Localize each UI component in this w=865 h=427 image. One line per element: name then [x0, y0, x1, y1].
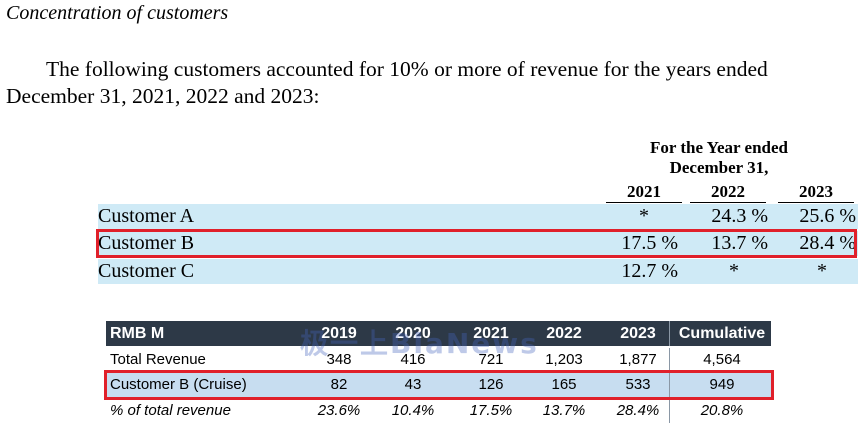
cell: 348: [326, 351, 352, 368]
cell: 82: [330, 376, 348, 393]
customer-b-highlight-box: [96, 229, 857, 258]
cell: 17.5%: [469, 402, 513, 419]
cell: 24.3 %: [711, 205, 768, 227]
header-cell: 2020: [395, 325, 431, 342]
customer-c-row: Customer C 12.7 % * *: [98, 259, 858, 284]
header-cell: 2021: [473, 325, 509, 342]
customer-b-cruise-highlight-box: [104, 370, 774, 400]
cell: 43: [404, 376, 422, 393]
row-label: Customer B: [98, 232, 195, 254]
year-2021-header: 2021: [606, 182, 682, 203]
customer-b-cruise-row: Customer B (Cruise) 82 43 126 165 533 94…: [106, 373, 771, 397]
cell: 13.7 %: [711, 232, 768, 254]
cell: 13.7%: [542, 402, 586, 419]
year-ended-line1: For the Year ended: [649, 138, 789, 157]
cell: 28.4 %: [799, 232, 856, 254]
column-divider: [669, 321, 670, 346]
cell: Customer B (Cruise): [110, 376, 247, 393]
total-revenue-row: Total Revenue 348 416 721 1,203 1,877 4,…: [106, 348, 771, 372]
row-label: Customer A: [98, 205, 195, 227]
header-cell: Cumulative: [678, 325, 766, 342]
cell: *: [639, 205, 649, 227]
year-ended-line2: December 31,: [669, 158, 769, 177]
cell: Total Revenue: [110, 351, 206, 368]
section-heading: Concentration of customers: [6, 2, 229, 24]
cell: 20.8%: [700, 402, 744, 419]
cell: 10.4%: [391, 402, 435, 419]
revenue-table-header: RMB M 2019 2020 2021 2022 2023 Cumulativ…: [106, 321, 771, 346]
cell: 126: [478, 376, 504, 393]
row-label: Customer C: [98, 260, 195, 282]
watermark: 极一上BlaNews: [300, 327, 539, 360]
cell: 949: [709, 376, 735, 393]
cell: *: [729, 260, 739, 282]
customer-a-row: Customer A * 24.3 % 25.6 %: [98, 204, 858, 229]
intro-paragraph: The following customers accounted for 10…: [6, 56, 856, 110]
cell: 12.7 %: [621, 260, 678, 282]
percent-of-revenue-row: % of total revenue 23.6% 10.4% 17.5% 13.…: [106, 399, 771, 423]
cell: 17.5 %: [621, 232, 678, 254]
cell: *: [817, 260, 827, 282]
cell: 721: [478, 351, 504, 368]
cell: 416: [400, 351, 426, 368]
cell: 23.6%: [317, 402, 361, 419]
cell: 1,203: [545, 351, 583, 368]
year-2023-header: 2023: [778, 182, 854, 203]
header-cell: 2023: [620, 325, 656, 342]
column-divider: [669, 373, 670, 397]
customer-b-row: Customer B 17.5 % 13.7 % 28.4 %: [98, 231, 858, 256]
cell: 28.4%: [616, 402, 660, 419]
cell: 1,877: [619, 351, 657, 368]
column-divider: [669, 399, 670, 423]
cell: 25.6 %: [799, 205, 856, 227]
cell: 165: [551, 376, 577, 393]
header-cell: RMB M: [110, 325, 165, 342]
intro-text: The following customers accounted for 10…: [6, 57, 768, 108]
column-divider: [669, 348, 670, 372]
year-2022-header: 2022: [690, 182, 766, 203]
header-cell: 2019: [321, 325, 357, 342]
cell: % of total revenue: [110, 402, 231, 419]
cell: 533: [625, 376, 651, 393]
cell: 4,564: [703, 351, 741, 368]
header-cell: 2022: [546, 325, 582, 342]
year-ended-header: For the Year ended December 31,: [604, 138, 834, 178]
